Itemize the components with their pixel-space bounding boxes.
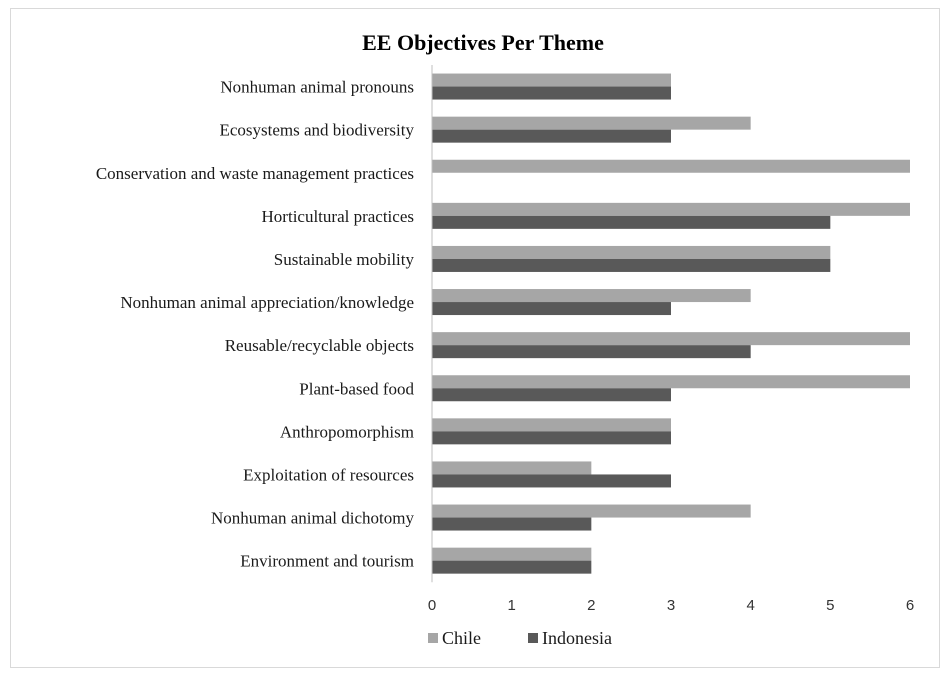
x-tick-label: 5 xyxy=(826,597,834,614)
x-tick-label: 2 xyxy=(587,597,595,614)
bar-indonesia-10 xyxy=(432,474,671,488)
category-label: Conservation and waste management practi… xyxy=(96,164,414,183)
category-label: Environment and tourism xyxy=(240,552,414,571)
bar-chile-7 xyxy=(432,332,910,346)
bar-chile-2 xyxy=(432,116,751,130)
x-tick-label: 3 xyxy=(667,597,675,614)
x-axis-ticks: 0 1 2 3 4 5 6 xyxy=(428,597,914,614)
category-label: Ecosystems and biodiversity xyxy=(219,121,414,140)
bar-chile-3 xyxy=(432,159,910,173)
x-tick-label: 4 xyxy=(746,597,754,614)
bar-chile-11 xyxy=(432,504,751,518)
bars-group xyxy=(432,73,910,574)
bar-indonesia-5 xyxy=(432,258,831,272)
x-tick-label: 6 xyxy=(906,597,914,614)
bar-chile-10 xyxy=(432,461,592,475)
bar-indonesia-1 xyxy=(432,86,671,100)
chart-title: EE Objectives Per Theme xyxy=(362,30,604,55)
bar-indonesia-7 xyxy=(432,345,751,359)
bar-indonesia-6 xyxy=(432,302,671,316)
bar-chile-6 xyxy=(432,289,751,303)
bar-chile-5 xyxy=(432,245,831,259)
x-tick-label: 0 xyxy=(428,597,436,614)
bar-chile-12 xyxy=(432,547,592,561)
x-tick-label: 1 xyxy=(507,597,515,614)
bar-chile-4 xyxy=(432,202,910,216)
legend-label-indonesia: Indonesia xyxy=(542,628,612,648)
legend-swatch-indonesia xyxy=(528,633,538,643)
category-label: Anthropomorphism xyxy=(280,422,414,441)
category-label: Sustainable mobility xyxy=(274,250,415,269)
category-label: Nonhuman animal pronouns xyxy=(220,78,414,97)
bar-indonesia-4 xyxy=(432,215,831,229)
bar-chile-1 xyxy=(432,73,671,87)
category-label: Horticultural practices xyxy=(262,207,414,226)
bar-indonesia-8 xyxy=(432,388,671,402)
bar-indonesia-2 xyxy=(432,129,671,143)
category-label: Exploitation of resources xyxy=(243,465,414,484)
bar-indonesia-9 xyxy=(432,431,671,445)
bar-chile-9 xyxy=(432,418,671,432)
legend-swatch-chile xyxy=(428,633,438,643)
category-label: Nonhuman animal dichotomy xyxy=(211,509,415,528)
legend-label-chile: Chile xyxy=(442,628,481,648)
bar-indonesia-11 xyxy=(432,517,592,531)
category-label: Nonhuman animal appreciation/knowledge xyxy=(120,293,414,312)
category-labels: Nonhuman animal pronouns Ecosystems and b… xyxy=(96,78,415,571)
legend: Chile Indonesia xyxy=(428,628,612,648)
category-label: Plant-based food xyxy=(299,379,414,398)
bar-indonesia-12 xyxy=(432,560,592,574)
bar-chile-8 xyxy=(432,375,910,389)
category-label: Reusable/recyclable objects xyxy=(225,336,414,355)
